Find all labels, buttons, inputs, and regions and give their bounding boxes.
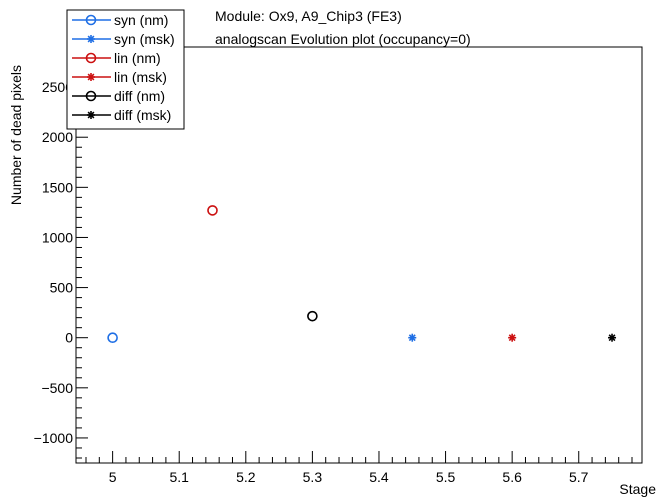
y-tick-label-3: 500: [50, 280, 74, 296]
point-lin-nm-0: [207, 205, 218, 216]
legend-item-1: syn (msk): [72, 31, 175, 47]
legend-label-1: syn (msk): [114, 31, 175, 47]
point-lin-msk-0: [508, 333, 517, 342]
legend-label-2: lin (nm): [114, 50, 161, 66]
legend-marker-3: [87, 73, 95, 81]
y-axis-label: Number of dead pixels: [8, 65, 24, 205]
legend-marker-0: [85, 14, 97, 26]
plot-frame: [75, 46, 643, 464]
chart-title-line-1: Module: Ox9, A9_Chip3 (FE3): [215, 8, 402, 24]
point-syn-nm-0: [107, 332, 118, 343]
y-tick-label-4: 1000: [42, 229, 73, 245]
legend-marker-5: [87, 111, 95, 119]
legend-item-4: diff (nm): [72, 88, 165, 104]
legend-label-4: diff (nm): [114, 88, 165, 104]
legend-label-0: syn (nm): [114, 12, 168, 28]
legend-item-2: lin (nm): [72, 50, 161, 66]
y-tick-label-0: −1000: [34, 430, 74, 446]
y-tick-label-7: 2500: [42, 79, 73, 95]
x-tick-label-3: 5.3: [303, 469, 323, 485]
legend-box: [66, 9, 185, 130]
point-diff-nm-0: [307, 310, 318, 322]
x-axis: 5 5.1 5.2 5.3 5.4 5.5 5.6 5.7: [85, 451, 633, 485]
y-tick-label-1: −500: [41, 380, 73, 396]
legend-item-5: diff (msk): [72, 107, 171, 123]
x-tick-label-5: 5.5: [436, 469, 456, 485]
y-tick-label-5: 1500: [42, 179, 73, 195]
legend-item-3: lin (msk): [72, 69, 167, 85]
legend-label-3: lin (msk): [114, 69, 167, 85]
x-tick-label-7: 5.7: [569, 469, 589, 485]
y-tick-label-6: 2000: [42, 129, 73, 145]
x-tick-label-4: 5.4: [369, 469, 389, 485]
data-points: [107, 205, 617, 343]
legend-item-0: syn (nm): [72, 12, 168, 28]
x-tick-label-6: 5.6: [502, 469, 522, 485]
legend: syn (nm) syn (msk) lin (nm) lin (msk) diff (…: [66, 9, 185, 130]
chart-title-line-2: analogscan Evolution plot (occupancy=0): [215, 31, 471, 47]
x-tick-label-0: 5: [109, 469, 117, 485]
legend-marker-1: [87, 35, 95, 43]
y-axis: −1000 −500 0 500 1000 1500 2000 2500: [34, 46, 88, 459]
legend-marker-4: [85, 90, 97, 102]
y-tick-label-2: 0: [65, 330, 73, 346]
legend-marker-2: [85, 52, 97, 64]
x-tick-label-2: 5.2: [236, 469, 256, 485]
point-syn-msk-0: [408, 333, 417, 342]
legend-label-5: diff (msk): [114, 107, 171, 123]
x-tick-label-1: 5.1: [169, 469, 189, 485]
point-diff-msk-0: [608, 333, 617, 342]
x-axis-label: Stage: [619, 481, 656, 497]
